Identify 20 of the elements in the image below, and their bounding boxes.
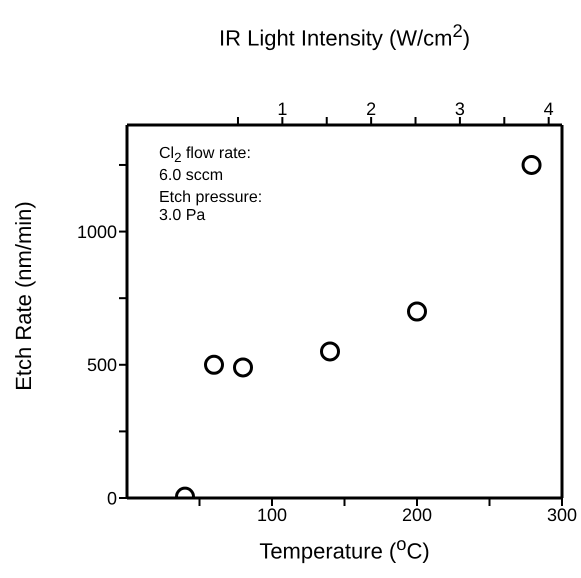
point [407,302,427,322]
point [320,341,340,362]
x2-axis-title: IR Light Intensity (W/cm$^{2}$) [218,20,472,52]
x2-tick-label: 1 [277,99,288,119]
point [204,354,224,375]
point [522,154,542,175]
annotation: Cl$_{2}$ flow rate: 6.0 sccm [159,145,252,186]
x-tick-label: 200 [402,504,432,525]
x-tick-label: 300 [546,504,578,525]
y-tick-label: 500 [86,355,117,376]
y-tick-label: 1000 [76,222,117,242]
y-axis-title: Etch Rate (nm/min) [11,200,37,390]
point [233,357,253,378]
y-tick-label: 0 [106,488,117,508]
x2-tick-label: 3 [454,99,465,119]
x2-tick-label: 4 [544,99,554,119]
x-tick-label: 100 [256,504,288,525]
annotation: Etch pressure: 3.0 Pa [159,189,262,226]
x2-tick-label: 2 [366,99,376,119]
x-axis-title: Temperature ($^{o}$C) [258,533,431,564]
